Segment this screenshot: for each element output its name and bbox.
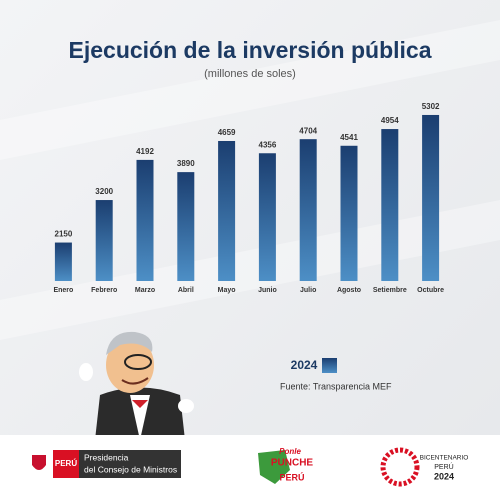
x-tick-label: Julio [300, 287, 316, 294]
bar [422, 114, 440, 281]
campaign-text: PERÚ [279, 471, 304, 482]
bar [218, 140, 236, 281]
bar [299, 139, 317, 281]
x-tick-label: Marzo [135, 287, 155, 294]
bar [54, 242, 72, 281]
data-label: 4704 [299, 126, 317, 135]
data-label: 3200 [95, 187, 113, 196]
chart-title: Ejecución de la inversión pública [69, 37, 432, 63]
bar [95, 200, 113, 281]
data-label: 2150 [55, 230, 73, 239]
shield [32, 455, 46, 470]
legend-label: 2024 [291, 358, 318, 372]
bar [177, 172, 195, 281]
data-label: 4659 [218, 128, 236, 137]
data-label: 4192 [136, 147, 154, 156]
data-label: 4541 [340, 133, 358, 142]
data-label: 4356 [259, 140, 277, 149]
bar [136, 159, 154, 281]
x-tick-label: Agosto [337, 287, 361, 294]
bicentenario-text: BICENTENARIO [420, 455, 469, 462]
bg-stripes [0, 20, 500, 340]
x-tick-label: Enero [53, 287, 73, 294]
x-tick-label: Junio [258, 287, 277, 294]
x-tick-label: Setiembre [373, 287, 407, 294]
x-tick-label: Febrero [91, 287, 117, 294]
data-label: 5302 [422, 102, 440, 111]
legend-swatch [322, 358, 337, 373]
bar [340, 145, 358, 281]
x-tick-label: Abril [178, 287, 194, 294]
x-tick-label: Octubre [417, 287, 444, 294]
source: Fuente: Transparencia MEF [280, 381, 392, 391]
bicentenario-text: PERÚ [434, 462, 453, 471]
chart-subtitle: (millones de soles) [204, 68, 296, 80]
bicentenario-logo [380, 447, 420, 487]
x-tick-label: Mayo [218, 287, 236, 294]
campaign-text: Ponle [279, 447, 301, 456]
institution-box [79, 450, 181, 478]
institution-line: del Consejo de Ministros [84, 464, 177, 474]
peru-label: PERÚ [55, 459, 77, 468]
bar [258, 153, 276, 281]
institution-line: Presidencia [84, 452, 129, 462]
data-label: 4954 [381, 116, 399, 125]
campaign-text: PUNCHE [271, 458, 314, 469]
mascot [79, 331, 194, 440]
data-label: 3890 [177, 159, 195, 168]
bicentenario-text: 2024 [434, 471, 454, 481]
plot: 2150 Enero 3200 Febrero 4192 Marzo 3890 Abril 46… [53, 102, 444, 294]
campaign-map [258, 450, 290, 484]
peru-box [53, 450, 79, 478]
bar [381, 129, 399, 281]
